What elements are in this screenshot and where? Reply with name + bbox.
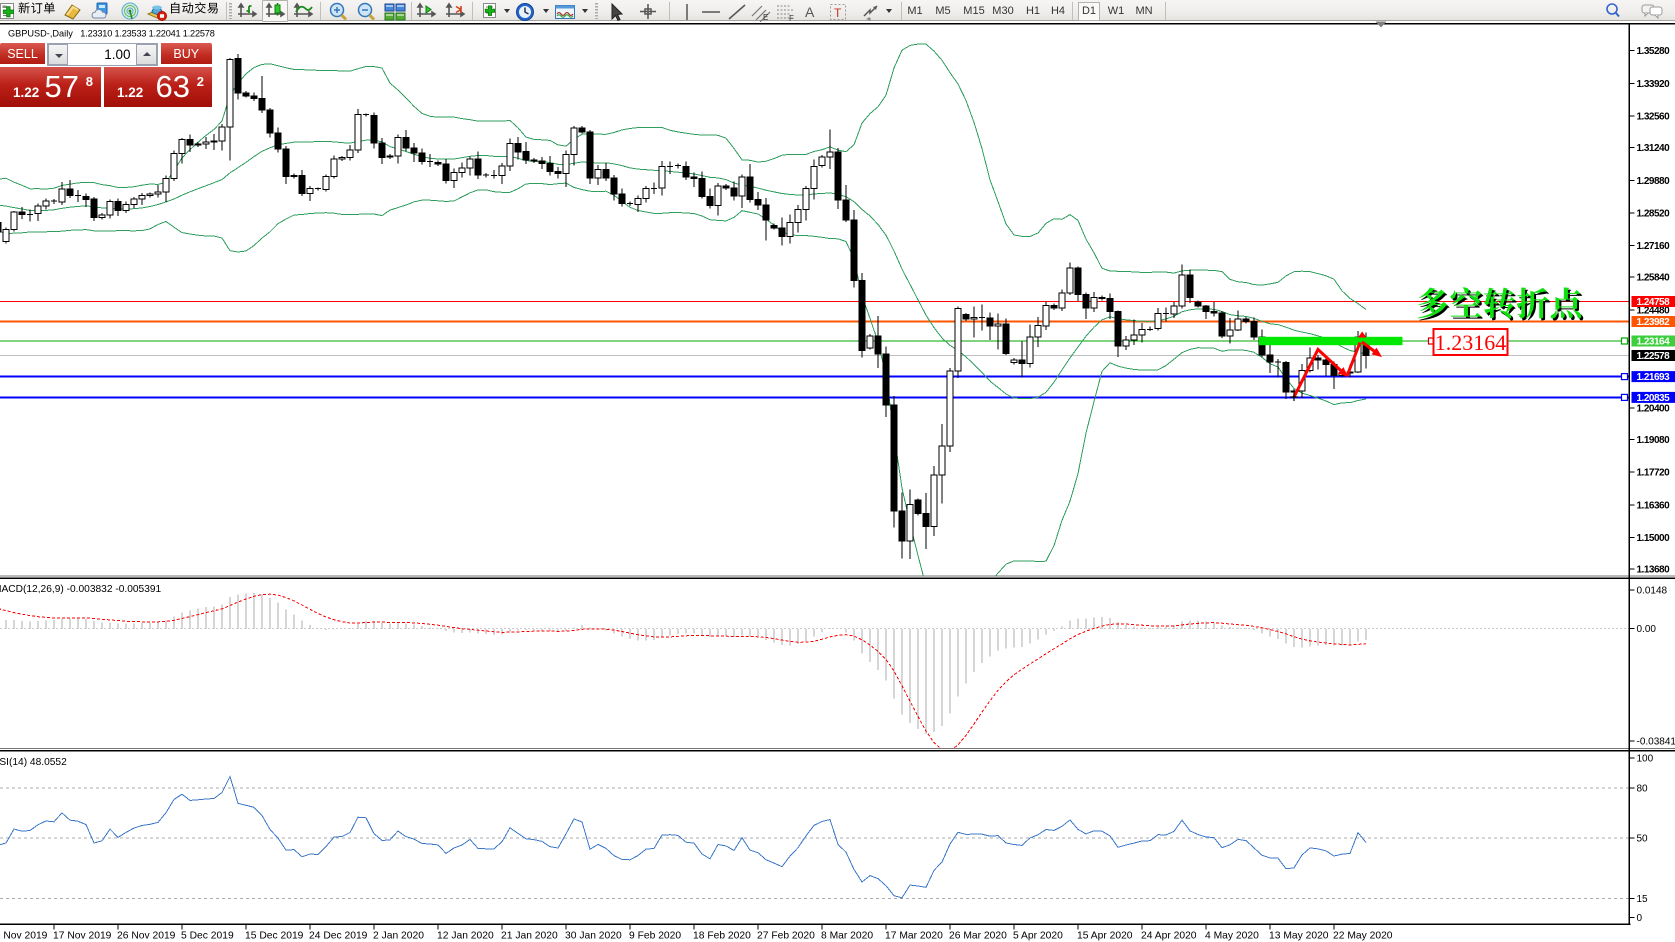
svg-text:1.24480: 1.24480 <box>1637 305 1671 316</box>
svg-text:15: 15 <box>1637 894 1649 905</box>
svg-text:26 Mar 2020: 26 Mar 2020 <box>949 931 1007 942</box>
svg-text:4 May 2020: 4 May 2020 <box>1205 931 1259 942</box>
svg-text:MACD(12,26,9) -0.003832 -0.005: MACD(12,26,9) -0.003832 -0.005391 <box>0 584 162 595</box>
svg-text:1.22578: 1.22578 <box>1637 351 1671 362</box>
svg-text:26 Nov 2019: 26 Nov 2019 <box>117 931 176 942</box>
svg-text:1.19080: 1.19080 <box>1637 435 1671 446</box>
svg-text:GBPUSD-,Daily 1.23310 1.2353: GBPUSD-,Daily 1.23310 1.23533 1.22041 1.… <box>8 29 215 39</box>
svg-text:30 Jan 2020: 30 Jan 2020 <box>565 931 622 942</box>
svg-text:18 Feb 2020: 18 Feb 2020 <box>693 931 751 942</box>
svg-text:17 Nov 2019: 17 Nov 2019 <box>53 931 112 942</box>
svg-text:5 Apr 2020: 5 Apr 2020 <box>1013 931 1063 942</box>
svg-text:0.0148: 0.0148 <box>1637 586 1668 597</box>
svg-text:27 Feb 2020: 27 Feb 2020 <box>757 931 815 942</box>
svg-text:0.00: 0.00 <box>1637 624 1657 635</box>
svg-text:1.15000: 1.15000 <box>1637 533 1671 544</box>
svg-text:8 Mar 2020: 8 Mar 2020 <box>821 931 873 942</box>
svg-text:A: A <box>805 4 815 20</box>
svg-text:12 Jan 2020: 12 Jan 2020 <box>437 931 494 942</box>
svg-text:5 Dec 2019: 5 Dec 2019 <box>181 931 234 942</box>
svg-text:1.23164: 1.23164 <box>1435 330 1507 355</box>
svg-text:1.24758: 1.24758 <box>1637 297 1671 308</box>
svg-text:24 Apr 2020: 24 Apr 2020 <box>1141 931 1197 942</box>
svg-text:1.31240: 1.31240 <box>1637 143 1671 154</box>
svg-text:10 Nov 2019: 10 Nov 2019 <box>0 931 48 942</box>
svg-text:1.13680: 1.13680 <box>1637 565 1671 576</box>
svg-text:2 Jan 2020: 2 Jan 2020 <box>373 931 424 942</box>
svg-text:13 May 2020: 13 May 2020 <box>1269 931 1329 942</box>
svg-text:1.29880: 1.29880 <box>1637 176 1671 187</box>
svg-text:T: T <box>834 6 842 20</box>
svg-text:0: 0 <box>1637 913 1643 924</box>
svg-text:1.17720: 1.17720 <box>1637 468 1671 479</box>
svg-text:1.25840: 1.25840 <box>1637 273 1671 284</box>
svg-text:24 Dec 2019: 24 Dec 2019 <box>309 931 368 942</box>
svg-text:100: 100 <box>1637 754 1654 765</box>
svg-text:9 Feb 2020: 9 Feb 2020 <box>629 931 681 942</box>
svg-text:1.23164: 1.23164 <box>1637 337 1671 348</box>
svg-text:1.35280: 1.35280 <box>1637 46 1671 57</box>
svg-text:1.33920: 1.33920 <box>1637 79 1671 90</box>
svg-text:50: 50 <box>1637 834 1649 845</box>
svg-text:1.27160: 1.27160 <box>1637 241 1671 252</box>
svg-text:-0.038415: -0.038415 <box>1637 737 1675 748</box>
svg-text:1.23982: 1.23982 <box>1637 317 1671 328</box>
svg-text:1.16360: 1.16360 <box>1637 500 1671 511</box>
svg-text:15 Dec 2019: 15 Dec 2019 <box>245 931 304 942</box>
svg-text:F: F <box>789 14 794 22</box>
svg-text:21 Jan 2020: 21 Jan 2020 <box>501 931 558 942</box>
svg-text:15 Apr 2020: 15 Apr 2020 <box>1077 931 1133 942</box>
svg-text:80: 80 <box>1637 784 1649 795</box>
svg-text:1.28520: 1.28520 <box>1637 208 1671 219</box>
svg-text:E: E <box>763 13 768 22</box>
svg-text:17 Mar 2020: 17 Mar 2020 <box>885 931 943 942</box>
svg-text:22 May 2020: 22 May 2020 <box>1333 931 1393 942</box>
svg-text:1.32560: 1.32560 <box>1637 111 1671 122</box>
svg-text:RSI(14) 48.0552: RSI(14) 48.0552 <box>0 757 67 768</box>
svg-text:1.20835: 1.20835 <box>1637 393 1671 404</box>
svg-text:1.21693: 1.21693 <box>1637 372 1671 383</box>
svg-text:1.20400: 1.20400 <box>1637 403 1671 414</box>
